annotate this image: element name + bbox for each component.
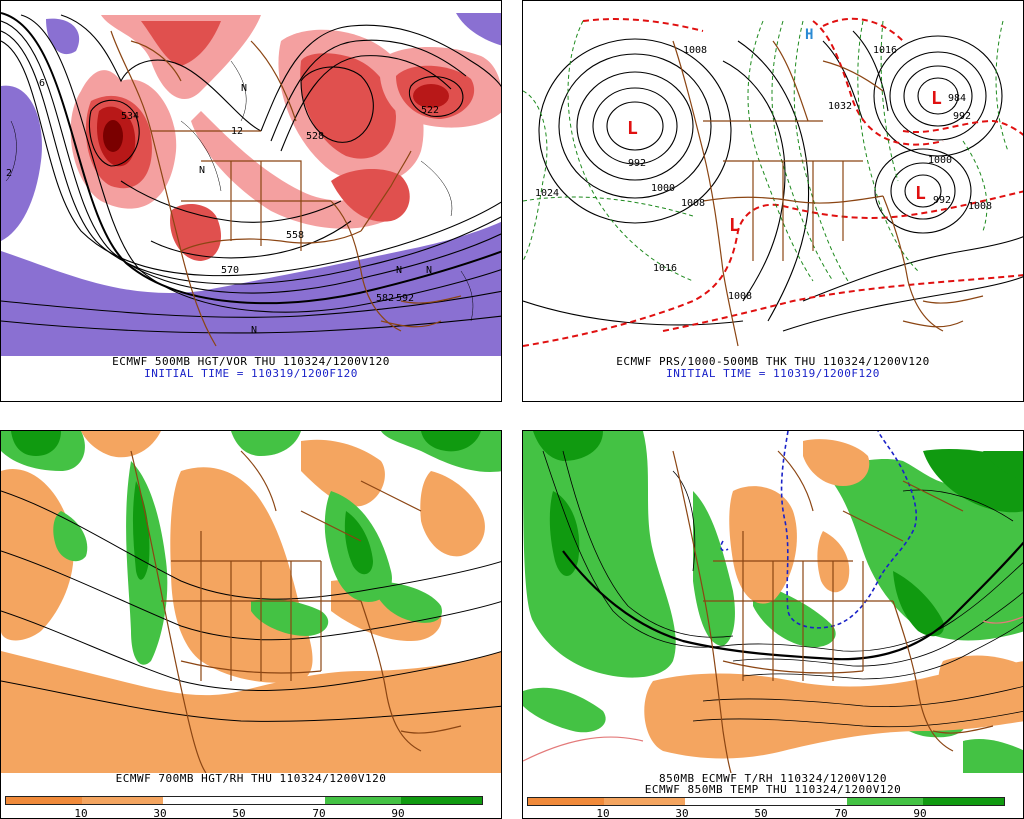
low-marker-pacific: L <box>627 118 638 139</box>
caption-initial-time: INITIAL TIME = 110319/1200F120 <box>666 367 880 380</box>
rh-wet-regions <box>11 431 481 580</box>
isobar-label: 992 <box>628 158 646 169</box>
isobar-label: 992 <box>933 195 951 206</box>
contour-label: 6 <box>39 78 45 89</box>
political-borders <box>130 450 462 773</box>
freezing-line <box>562 541 1023 661</box>
caption-title: ECMWF 700MB HGT/RH THU 110324/1200V120 <box>115 772 387 785</box>
temperature-contours <box>542 450 1023 728</box>
political-borders <box>110 30 462 347</box>
political-borders <box>672 450 994 773</box>
caption-title: ECMWF 500MB HGT/VOR THU 110324/1200V120 <box>112 355 390 368</box>
rh-wet-regions <box>533 431 1023 637</box>
isobar-label: 1024 <box>535 188 559 199</box>
rh-colorbar <box>527 797 1005 806</box>
marker-n: N <box>199 165 205 176</box>
isobar-label: 1008 <box>681 198 705 209</box>
isobar-label: 1000 <box>651 183 675 194</box>
map-850mb-temp-rh <box>523 431 1023 773</box>
ridge-shading-nw <box>46 18 80 55</box>
caption-subtitle: ECMWF 850MB TEMP THU 110324/1200V120 <box>644 783 902 796</box>
contour-label: 528 <box>306 131 324 142</box>
vort-streamer-north-core <box>141 21 221 66</box>
colorbar-tick: 50 <box>754 807 768 819</box>
isobar-label: 1032 <box>828 101 852 112</box>
high-marker-north: H <box>805 27 813 43</box>
ridge-shading-west <box>1 85 42 241</box>
contour-label: 534 <box>121 111 139 122</box>
colorbar-tick: 10 <box>74 807 88 819</box>
ridge-shading-south <box>1 221 501 356</box>
low-marker-central: L <box>729 215 740 236</box>
isobar-label: 1008 <box>728 291 752 302</box>
colorbar-tick: 70 <box>312 807 326 819</box>
isobar-labels: 992 1000 1008 1016 1024 1008 1032 1016 9… <box>535 45 992 302</box>
low-marker-east: L <box>915 183 926 204</box>
contour-labels: 534 528 522 558 570 582 592 2 6 12 N N N… <box>6 78 439 336</box>
colorbar-tick: 50 <box>232 807 246 819</box>
isobar-label: 992 <box>953 111 971 122</box>
colorbar-tick: 10 <box>596 807 610 819</box>
caption-initial-time: INITIAL TIME = 110319/1200F120 <box>144 367 358 380</box>
contour-label: 2 <box>6 168 12 179</box>
map-surface-pressure-thickness: L L L L H 992 1000 1008 1016 1024 1008 1… <box>523 1 1023 356</box>
height-contours <box>1 490 501 722</box>
panel-500mb-hgt-vor: 534 528 522 558 570 582 592 2 6 12 N N N… <box>0 0 502 402</box>
thickness-green <box>523 20 1009 282</box>
contour-label: 12 <box>231 126 243 137</box>
marker-n: N <box>241 83 247 94</box>
low-marker-northeast: L <box>931 88 942 109</box>
vort-lobe-southeast <box>331 169 410 222</box>
map-500mb-vorticity: 534 528 522 558 570 582 592 2 6 12 N N N… <box>1 1 501 356</box>
vort-lobe-east-mid <box>300 53 396 159</box>
marker-n: N <box>426 265 432 276</box>
pressure-centers: L L L L H <box>627 27 942 236</box>
vort-lobe-northeast-core <box>413 84 449 108</box>
political-borders <box>672 40 984 347</box>
panel-prs-thk: L L L L H 992 1000 1008 1016 1024 1008 1… <box>522 0 1024 402</box>
isobar-label: 1008 <box>968 201 992 212</box>
vort-lobe-southwest <box>170 204 221 261</box>
map-700mb-rh <box>1 431 501 773</box>
contour-label: 522 <box>421 105 439 116</box>
temp-pink-contour <box>523 616 1023 762</box>
isobars <box>523 30 1023 332</box>
caption-title: 850MB ECMWF T/RH 110324/1200V120 <box>659 772 887 785</box>
contour-label: 570 <box>221 265 239 276</box>
panel-850mb-t-rh: 850MB ECMWF T/RH 110324/1200V120 ECMWF 8… <box>522 430 1024 819</box>
rh-colorbar <box>5 796 483 805</box>
zero-isotherm-blue <box>720 431 917 629</box>
colorbar-tick: 90 <box>913 807 927 819</box>
isobar-label: 1008 <box>683 45 707 56</box>
isobar-label: 1016 <box>653 263 677 274</box>
vorticity-contours <box>5 60 474 322</box>
contour-label: 582 <box>376 293 394 304</box>
thickness-red <box>523 17 1023 347</box>
colorbar-tick: 30 <box>675 807 689 819</box>
panel-700mb-hgt-rh: ECMWF 700MB HGT/RH THU 110324/1200V120 1… <box>0 430 502 819</box>
caption-title: ECMWF PRS/1000-500MB THK THU 110324/1200… <box>616 355 930 368</box>
contour-label: 592 <box>396 293 414 304</box>
colorbar-tick: 90 <box>391 807 405 819</box>
ridge-shading-ne <box>456 13 501 46</box>
marker-n: N <box>251 325 257 336</box>
marker-n: N <box>396 265 402 276</box>
isobar-label: 984 <box>948 93 966 104</box>
isobar-label: 1000 <box>928 155 952 166</box>
vort-lobe-west-max <box>103 120 123 152</box>
rh-dry-regions <box>644 439 1023 759</box>
colorbar-tick: 70 <box>834 807 848 819</box>
isobar-label: 1016 <box>873 45 897 56</box>
height-contours <box>1 12 501 334</box>
colorbar-tick: 30 <box>153 807 167 819</box>
contour-label: 558 <box>286 230 304 241</box>
